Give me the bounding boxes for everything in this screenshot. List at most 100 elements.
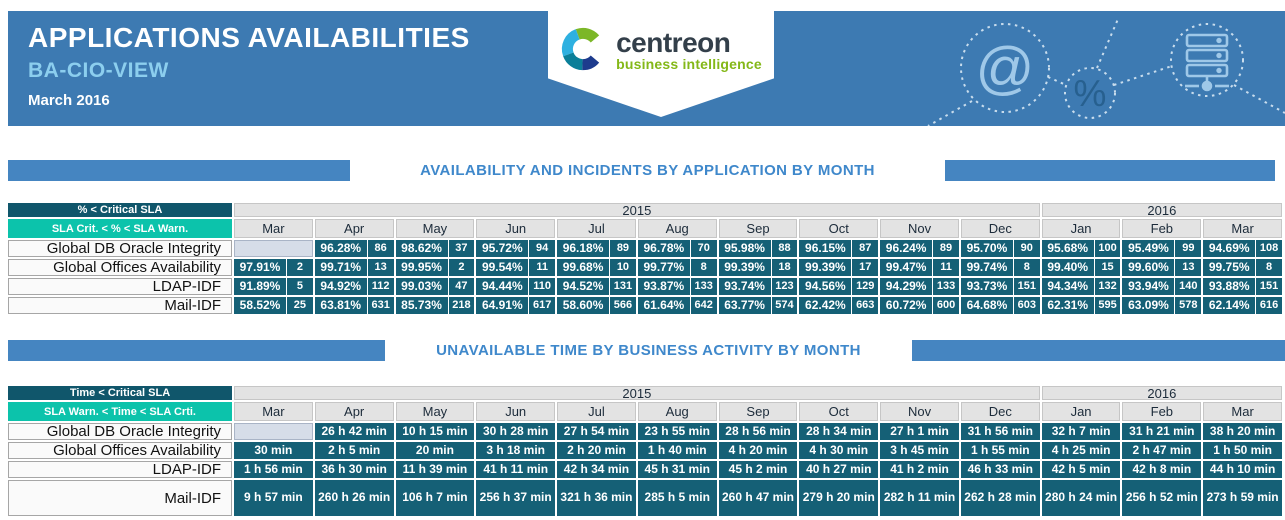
availability-cell: 99.39% 18	[718, 259, 798, 276]
section-bar-left	[8, 160, 350, 181]
availability-percent: 60.72%	[880, 297, 934, 314]
unavailable-time-cell: 40 h 27 min	[799, 461, 879, 478]
unavailable-time-cell: 46 h 33 min	[960, 461, 1040, 478]
availability-cell: 99.77% 8	[637, 259, 717, 276]
unavailable-time-cell: 2 h 47 min	[1122, 442, 1202, 459]
incident-count: 70	[697, 242, 710, 255]
incident-count: 133	[694, 280, 713, 293]
availability-cell: 96.28% 86	[314, 240, 394, 257]
unavailable-time-cell: 26 h 42 min	[314, 423, 394, 440]
incident-count: 616	[1259, 299, 1279, 312]
availability-percent: 62.14%	[1203, 297, 1257, 314]
availability-percent: 99.60%	[1122, 259, 1176, 276]
unavailable-time-cell: 10 h 15 min	[395, 423, 475, 440]
unavailable-time-cell: 38 h 20 min	[1203, 423, 1282, 440]
unavailable-time-cell: 321 h 36 min	[557, 480, 636, 516]
availability-percent: 93.88%	[1203, 278, 1257, 295]
availability-cell: 99.74% 8	[960, 259, 1040, 276]
availability-cell: 99.03% 47	[395, 278, 475, 295]
legend-critical-sla: % < Critical SLA	[8, 203, 232, 217]
availability-percent: 96.18%	[557, 240, 611, 257]
unavailable-time-cell: 20 min	[395, 442, 475, 459]
availability-cell: 94.52% 131	[557, 278, 636, 295]
availability-cell: 62.42% 663	[799, 297, 879, 314]
unavailable-time-cell: 4 h 20 min	[718, 442, 798, 459]
incident-count: 88	[778, 242, 791, 255]
row-label: LDAP-IDF	[8, 278, 232, 295]
incident-count: 90	[1020, 242, 1033, 255]
unavailable-time-cell: 42 h 34 min	[557, 461, 636, 478]
incident-count: 8	[1266, 261, 1273, 274]
page-subtitle: BA-CIO-VIEW	[28, 58, 169, 82]
incident-count: 218	[452, 299, 471, 312]
availability-percent: 94.29%	[880, 278, 934, 295]
unavailable-time-cell: 106 h 7 min	[395, 480, 475, 516]
availability-cell: 96.24% 89	[880, 240, 959, 257]
header-text-block: APPLICATIONS AVAILABILITIES BA-CIO-VIEW …	[28, 22, 470, 109]
availability-cell: 99.68% 10	[557, 259, 636, 276]
logo-text: centreon business intelligence	[616, 28, 762, 72]
availability-percent: 93.74%	[719, 278, 772, 295]
incident-count: 8	[1023, 261, 1030, 274]
centreon-c-icon	[560, 26, 606, 77]
unavailable-time-cell: 41 h 2 min	[880, 461, 959, 478]
availability-percent: 94.44%	[476, 278, 530, 295]
month-header: Mar	[1203, 402, 1282, 421]
unavailable-time-cell: 28 h 56 min	[718, 423, 798, 440]
header-band: APPLICATIONS AVAILABILITIES BA-CIO-VIEW …	[8, 0, 1285, 126]
unavailable-time-cell: 11 h 39 min	[395, 461, 475, 478]
unavailable-time-cell: 2 h 20 min	[557, 442, 636, 459]
month-header: Nov	[880, 219, 959, 238]
incident-count: 87	[859, 242, 872, 255]
month-header: Jul	[557, 402, 636, 421]
availability-percent: 99.77%	[638, 259, 691, 276]
availability-percent: 58.60%	[557, 297, 611, 314]
availability-percent: 62.42%	[799, 297, 853, 314]
availability-percent: 99.54%	[476, 259, 530, 276]
month-header: May	[395, 219, 475, 238]
availability-cell: 62.14% 616	[1203, 297, 1282, 314]
incident-count: 47	[455, 280, 468, 293]
unavailable-time-cell: 45 h 31 min	[637, 461, 717, 478]
availability-percent: 63.09%	[1122, 297, 1176, 314]
availability-cell: 99.39% 17	[799, 259, 879, 276]
availability-cell: 96.78% 70	[637, 240, 717, 257]
availability-percent: 99.68%	[557, 259, 611, 276]
unavailable-time-cell: 3 h 18 min	[476, 442, 556, 459]
availability-cell: 95.70% 90	[960, 240, 1040, 257]
availability-cell: 61.64% 642	[637, 297, 717, 314]
availability-cell: 99.54% 11	[476, 259, 556, 276]
unavailable-time-cell: 31 h 56 min	[960, 423, 1040, 440]
incident-count: 110	[533, 280, 552, 293]
row-label: LDAP-IDF	[8, 461, 232, 478]
availability-cell: 99.40% 15	[1041, 259, 1121, 276]
row-label: Mail-IDF	[8, 480, 232, 516]
month-header: Jun	[476, 402, 556, 421]
incident-count: 89	[939, 242, 953, 255]
incident-count: 13	[374, 261, 387, 274]
unavailable-time-cell: 28 h 34 min	[799, 423, 879, 440]
availability-percent: 99.03%	[396, 278, 449, 295]
incident-count: 129	[856, 280, 875, 293]
month-header: May	[395, 402, 475, 421]
month-header: Apr	[314, 219, 394, 238]
table-unavailable-time-by-month: Time < Critical SLA 2015 2016 SLA Warn. < T…	[8, 386, 1282, 516]
unavailable-time-cell: 27 h 1 min	[880, 423, 959, 440]
section-title-availability: AVAILABILITY AND INCIDENTS BY APPLICATIO…	[420, 162, 875, 179]
availability-cell: 63.09% 578	[1122, 297, 1202, 314]
month-header: Jul	[557, 219, 636, 238]
availability-percent: 95.49%	[1122, 240, 1176, 257]
section-bar-left	[8, 340, 385, 361]
availability-cell: 93.87% 133	[637, 278, 717, 295]
month-header: Mar	[234, 402, 313, 421]
incident-count: 2	[296, 261, 303, 274]
availability-percent: 99.40%	[1042, 259, 1095, 276]
month-header: Mar	[1203, 219, 1282, 238]
unavailable-time-cell: 273 h 59 min	[1203, 480, 1282, 516]
availability-percent: 99.74%	[961, 259, 1014, 276]
availability-cell: 58.52% 25	[234, 297, 313, 314]
availability-percent: 93.73%	[961, 278, 1014, 295]
unavailable-time-cell: 23 h 55 min	[637, 423, 717, 440]
availability-percent: 94.52%	[557, 278, 611, 295]
month-header: Mar	[234, 219, 313, 238]
